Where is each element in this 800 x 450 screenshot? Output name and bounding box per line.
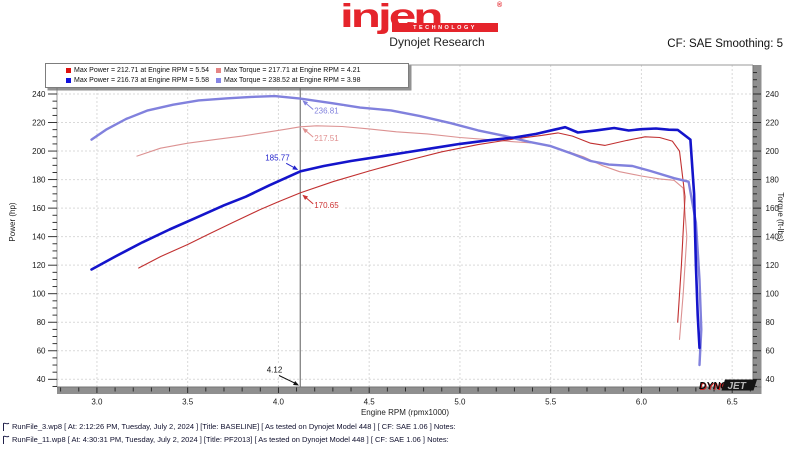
run-file-text: RunFile_11.wp8 [ At: 4:30:31 PM, Tuesday… [12, 435, 449, 444]
y-tick-label: 60 [766, 347, 775, 356]
y-axis-left-labels: 40 60 80 100 120 140 160 180 200 220 240 [32, 90, 46, 384]
annotation-185.77: 185.77 [257, 152, 299, 170]
legend-swatch-torque-pf2013 [216, 78, 221, 83]
chart-legend: Max Power = 212.71 at Engine RPM = 5.54 … [45, 63, 409, 88]
run-file-row[interactable]: RunFile_11.wp8 [ At: 4:30:31 PM, Tuesday… [2, 433, 456, 446]
y-tick-label: 80 [766, 318, 775, 327]
dynojet-jet-patch [721, 379, 757, 391]
legend-label: Max Power = 216.73 at Engine RPM = 5.58 [74, 77, 210, 84]
y-tick-label: 240 [766, 90, 780, 99]
x-tick-label: 6.0 [636, 398, 648, 407]
annotation-217.51: 217.51 [302, 127, 344, 144]
legend-swatch-torque-baseline [216, 68, 221, 73]
annotation-236.81: 236.81 [302, 100, 344, 116]
run-file-text: RunFile_3.wp8 [ At: 2:12:26 PM, Tuesday,… [12, 422, 456, 431]
curve-baseline-power[interactable] [138, 132, 686, 323]
registered-mark: ® [497, 2, 503, 9]
y-tick-label: 200 [32, 147, 46, 156]
y-tick-label: 180 [766, 175, 780, 184]
y-tick-label: 120 [766, 261, 780, 270]
x-tick-label: 5.0 [454, 398, 466, 407]
right-axis-bar [753, 65, 762, 394]
cursor-annotations: 236.81 217.51 185.77 170.65 [257, 100, 344, 210]
legend-item: Max Torque = 238.52 at Engine RPM = 3.98 [216, 76, 408, 85]
y-tick-label: 140 [766, 232, 780, 241]
y-tick-label: 240 [32, 90, 46, 99]
x-tick-label: 3.0 [91, 398, 103, 407]
x-axis-labels: 3.0 3.5 4.0 4.5 5.0 5.5 6.0 6.5 [91, 398, 738, 407]
annotation-arrowhead [292, 165, 299, 170]
injen-logo: injen ® TECHNOLOGY [340, 0, 515, 35]
cursor-rpm-label: 4.12 [267, 366, 283, 375]
dynojet-dyno-text: DYNO [699, 381, 728, 392]
legend-label: Max Torque = 238.52 at Engine RPM = 3.98 [224, 77, 361, 84]
annotation-arrowhead [302, 127, 309, 134]
y-tick-label: 40 [766, 375, 775, 384]
y-tick-label: 160 [32, 204, 46, 213]
y-tick-label: 40 [37, 375, 46, 384]
legend-label: Max Torque = 217.71 at Engine RPM = 4.21 [224, 67, 361, 74]
curve-baseline-torque[interactable] [136, 125, 688, 340]
injen-technology-tag: TECHNOLOGY [392, 23, 498, 32]
x-tick-label: 4.5 [364, 398, 376, 407]
dynojet-jet-text: JET [728, 381, 747, 392]
cursor-arrowhead [293, 380, 300, 386]
annotation-arrowhead [302, 194, 309, 201]
cursor-label-bg [261, 363, 288, 375]
smoothing-label: CF: SAE Smoothing: 5 [667, 38, 783, 50]
annotation-bg [257, 152, 291, 162]
y-tick-label: 120 [32, 261, 46, 270]
run-file-list: RunFile_3.wp8 [ At: 2:12:26 PM, Tuesday,… [2, 420, 456, 446]
curve-pf2013-torque[interactable] [90, 94, 703, 367]
runfile-icon [3, 422, 10, 431]
legend-label: Max Power = 212.71 at Engine RPM = 5.54 [74, 67, 210, 74]
x-tick-label: 5.5 [545, 398, 557, 407]
y-tick-label: 100 [766, 290, 780, 299]
x-tick-label: 3.5 [182, 398, 194, 407]
x-tick-label: 6.5 [727, 398, 739, 407]
dynojet-dyno-shadow: DYNO [700, 382, 729, 393]
y-tick-label: 180 [32, 175, 46, 184]
annotation-value: 236.81 [314, 107, 339, 116]
y-tick-label: 200 [766, 147, 780, 156]
annotation-arrowhead [302, 100, 309, 106]
legend-swatch-power-baseline [66, 68, 71, 73]
annotation-bg [312, 200, 344, 210]
annotation-bg [312, 133, 344, 144]
legend-item: Max Power = 216.73 at Engine RPM = 5.58 [66, 76, 216, 85]
y-axis-right-labels: 40 60 80 100 120 140 160 180 200 220 240 [766, 90, 780, 384]
bottom-axis-bar [57, 387, 762, 394]
annotation-value: 185.77 [265, 153, 290, 162]
legend-item: Max Power = 212.71 at Engine RPM = 5.54 [66, 66, 216, 75]
grid-lines [57, 65, 753, 387]
y-tick-label: 140 [32, 232, 46, 241]
report-title: Dynojet Research [389, 35, 485, 49]
x-tick-label: 4.0 [273, 398, 285, 407]
annotation-bg [312, 106, 344, 116]
annotation-value: 170.65 [314, 201, 339, 210]
run-file-row[interactable]: RunFile_3.wp8 [ At: 2:12:26 PM, Tuesday,… [2, 420, 456, 433]
annotation-value: 217.51 [314, 134, 339, 143]
y-tick-label: 220 [766, 118, 780, 127]
y-tick-label: 100 [32, 290, 46, 299]
y-tick-label: 80 [37, 318, 46, 327]
legend-swatch-power-pf2013 [66, 78, 71, 83]
cursor-label-group: 4.12 [261, 363, 300, 386]
y-tick-label: 220 [32, 118, 46, 127]
curve-pf2013-power[interactable] [90, 125, 701, 350]
rpm-axis-title: Engine RPM (rpmx1000) [360, 408, 450, 417]
annotation-170.65: 170.65 [302, 194, 344, 210]
axis-ticks [48, 72, 761, 393]
runfile-icon [3, 435, 10, 444]
y-tick-label: 160 [766, 204, 780, 213]
y-tick-label: 60 [37, 347, 46, 356]
legend-item: Max Torque = 217.71 at Engine RPM = 4.21 [216, 66, 408, 75]
